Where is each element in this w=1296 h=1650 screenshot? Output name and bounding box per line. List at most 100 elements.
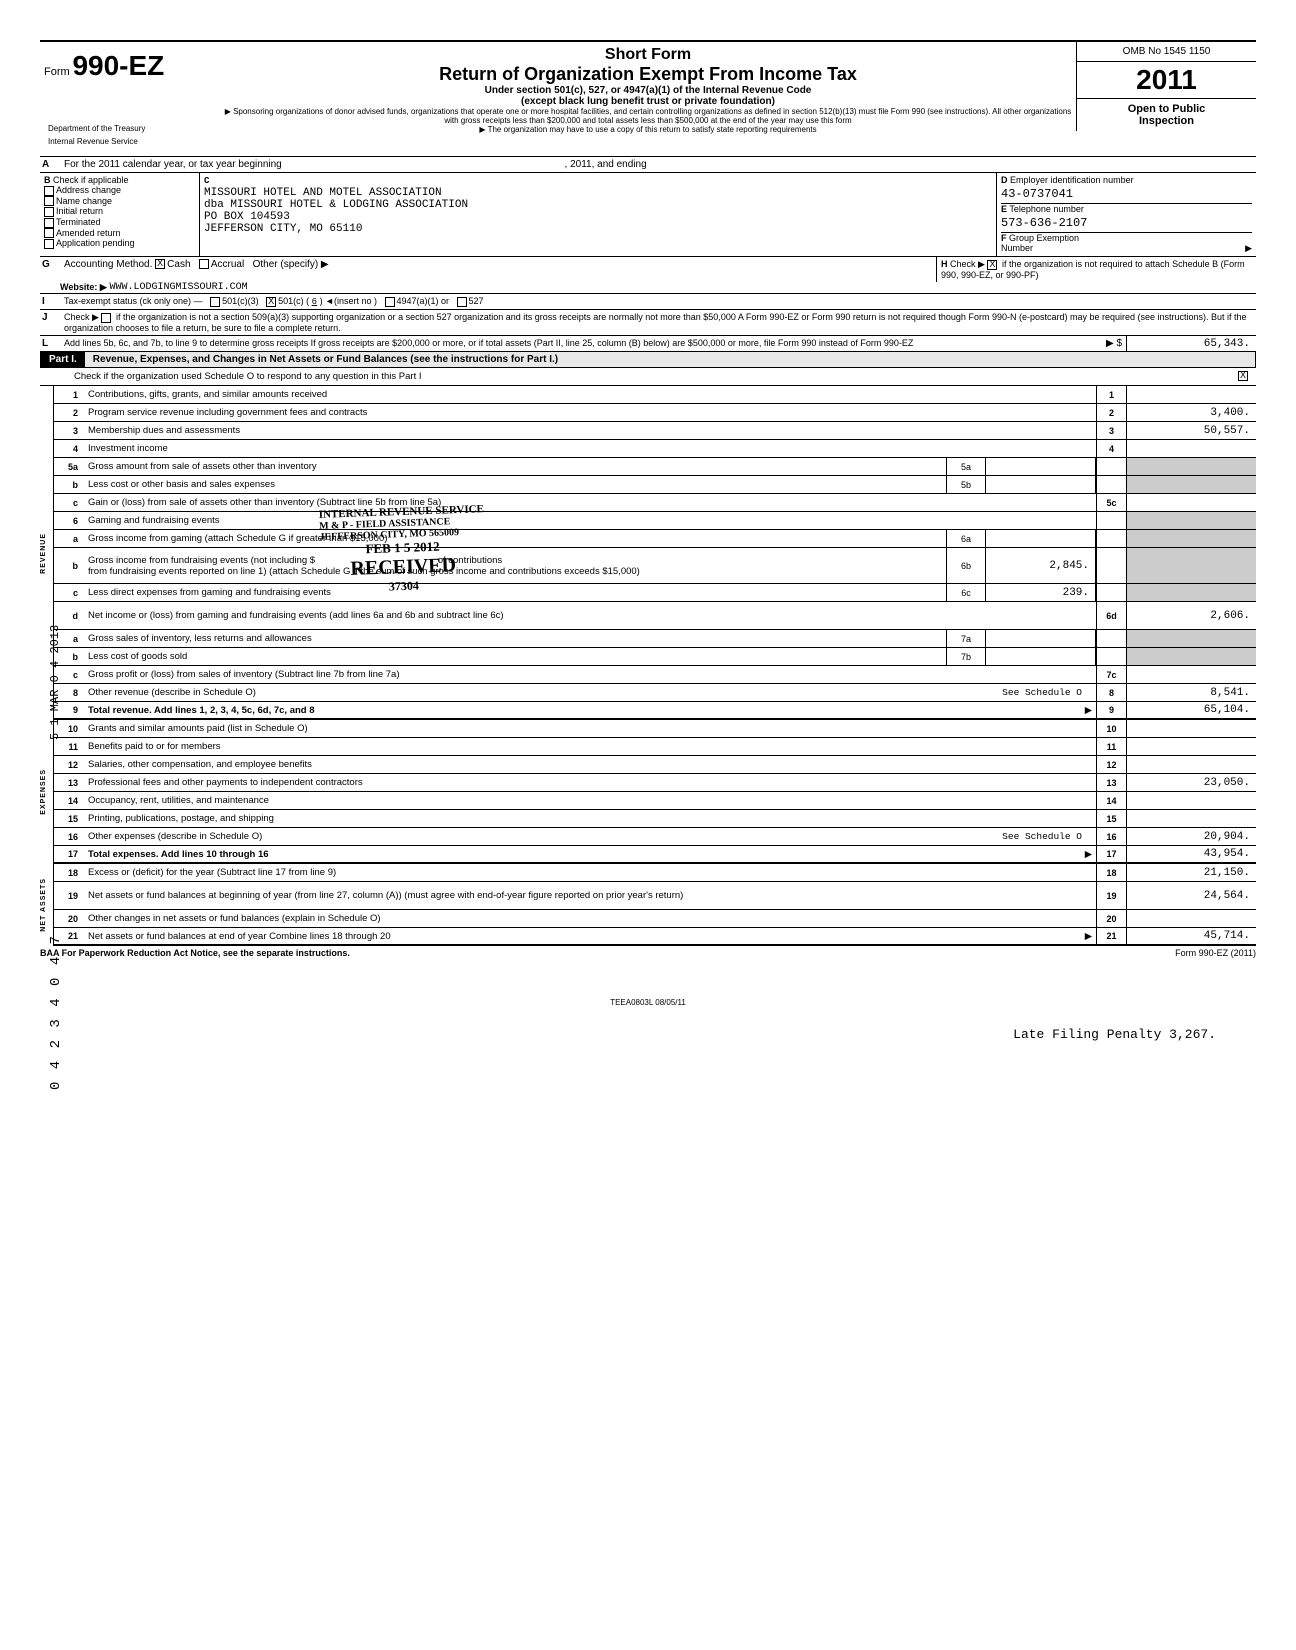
l5b-num: b — [54, 480, 84, 490]
l-value: 65,343. — [1126, 336, 1256, 351]
l2-val: 3,400. — [1126, 404, 1256, 421]
baa-notice: BAA For Paperwork Reduction Act Notice, … — [40, 948, 350, 958]
l14-num: 14 — [54, 796, 84, 806]
l7c-label: Gross profit or (loss) from sales of inv… — [84, 669, 1096, 680]
label-f: F — [1001, 233, 1007, 243]
l7b-num: b — [54, 652, 84, 662]
i-501c: 501(c) ( — [278, 296, 309, 306]
l14-label: Occupancy, rent, utilities, and maintena… — [84, 795, 1096, 806]
l7a-subval — [986, 630, 1096, 647]
checkbox-amended[interactable] — [44, 228, 54, 238]
l6b-subval: 2,845. — [986, 548, 1096, 583]
sponsor-note: ▶ Sponsoring organizations of donor advi… — [224, 107, 1072, 125]
l14-val — [1126, 792, 1256, 809]
terminated-label: Terminated — [56, 217, 101, 227]
org-city: JEFFERSON CITY, MO 65110 — [204, 223, 992, 235]
app-pending-label: Application pending — [56, 238, 135, 248]
checkbox-initial-return[interactable] — [44, 207, 54, 217]
l9-arrow: ▶ — [1085, 705, 1092, 716]
form-number: 990-EZ — [72, 50, 164, 81]
l11-label: Benefits paid to or for members — [84, 741, 1096, 752]
l6a-num: a — [54, 534, 84, 544]
checkbox-cash[interactable] — [155, 259, 165, 269]
checkbox-501c[interactable] — [266, 297, 276, 307]
l6c-subval: 239. — [986, 584, 1096, 601]
l12-num: 12 — [54, 760, 84, 770]
g-accrual: Accrual — [211, 259, 244, 270]
b-check-label: Check if applicable — [53, 175, 129, 185]
l6-label: Gaming and fundraising events — [84, 515, 1096, 526]
teea-code: TEEA0803L 08/05/11 — [40, 998, 1256, 1007]
l6c-num: c — [54, 588, 84, 598]
l7b-subval — [986, 648, 1096, 665]
l1-col: 1 — [1096, 386, 1126, 403]
side-revenue: REVENUE — [40, 533, 53, 574]
side-net-assets: NET ASSETS — [40, 878, 53, 932]
state-note: ▶ The organization may have to use a cop… — [224, 125, 1072, 134]
l6a-subval — [986, 530, 1096, 547]
checkbox-4947[interactable] — [385, 297, 395, 307]
l6c-shade — [1096, 584, 1126, 601]
dept-treasury: Department of the Treasury — [44, 122, 216, 135]
l7c-val — [1126, 666, 1256, 683]
l17-label: Total expenses. Add lines 10 through 16 — [88, 849, 269, 860]
l18-label: Excess or (deficit) for the year (Subtra… — [84, 867, 1096, 878]
l13-col: 13 — [1096, 774, 1126, 791]
i-4947: 4947(a)(1) or — [397, 296, 450, 306]
late-filing-penalty: Late Filing Penalty 3,267. — [40, 1007, 1256, 1042]
l6b-label3: from fundraising events reported on line… — [88, 566, 640, 577]
g-other: Other (specify) ▶ — [253, 259, 329, 270]
l16-label: Other expenses (describe in Schedule O) — [88, 831, 262, 842]
l9-num: 9 — [54, 705, 84, 715]
l13-label: Professional fees and other payments to … — [84, 777, 1096, 788]
irs-label: Internal Revenue Service — [44, 135, 216, 148]
l6a-shadeval — [1126, 530, 1256, 547]
checkbox-name-change[interactable] — [44, 196, 54, 206]
e-text: Telephone number — [1009, 204, 1084, 214]
j-body: if the organization is not a section 509… — [64, 312, 1247, 333]
l20-label: Other changes in net assets or fund bala… — [84, 913, 1096, 924]
l19-col: 19 — [1096, 882, 1126, 909]
l16-note: See Schedule O — [1002, 831, 1082, 842]
l19-val: 24,564. — [1126, 882, 1256, 909]
l7a-label: Gross sales of inventory, less returns a… — [84, 633, 946, 644]
l17-num: 17 — [54, 849, 84, 859]
label-j: J — [40, 310, 60, 335]
checkbox-part1-schedo[interactable] — [1238, 371, 1248, 381]
l7a-sub: 7a — [946, 630, 986, 647]
website-label: Website: ▶ — [60, 282, 107, 293]
label-a: A — [40, 157, 60, 172]
l11-val — [1126, 738, 1256, 755]
checkbox-j[interactable] — [101, 313, 111, 323]
l6-shadeval — [1126, 512, 1256, 529]
checkbox-accrual[interactable] — [199, 259, 209, 269]
checkbox-address-change[interactable] — [44, 186, 54, 196]
l5c-col: 5c — [1096, 494, 1126, 511]
l7a-shadeval — [1126, 630, 1256, 647]
l15-label: Printing, publications, postage, and shi… — [84, 813, 1096, 824]
inspection-label: Inspection — [1081, 115, 1252, 127]
form-label: Form — [44, 66, 70, 78]
l8-note: See Schedule O — [1002, 687, 1082, 698]
l3-num: 3 — [54, 426, 84, 436]
website-value: WWW.LODGINGMISSOURI.COM — [110, 282, 248, 293]
l6d-val: 2,606. — [1126, 602, 1256, 629]
l6c-label: Less direct expenses from gaming and fun… — [84, 587, 946, 598]
part1-title: Revenue, Expenses, and Changes in Net As… — [85, 352, 1255, 367]
l7c-col: 7c — [1096, 666, 1126, 683]
l2-label: Program service revenue including govern… — [84, 407, 1096, 418]
l21-val: 45,714. — [1126, 928, 1256, 944]
l6d-col: 6d — [1096, 602, 1126, 629]
checkbox-501c3[interactable] — [210, 297, 220, 307]
checkbox-h[interactable] — [987, 260, 997, 270]
checkbox-terminated[interactable] — [44, 218, 54, 228]
l5c-val — [1126, 494, 1256, 511]
label-c: C — [204, 176, 209, 186]
main-title: Return of Organization Exempt From Incom… — [224, 64, 1072, 85]
l6a-shade — [1096, 530, 1126, 547]
checkbox-app-pending[interactable] — [44, 239, 54, 249]
l7b-shade — [1096, 648, 1126, 665]
checkbox-527[interactable] — [457, 297, 467, 307]
l10-num: 10 — [54, 724, 84, 734]
label-l: L — [40, 336, 60, 351]
